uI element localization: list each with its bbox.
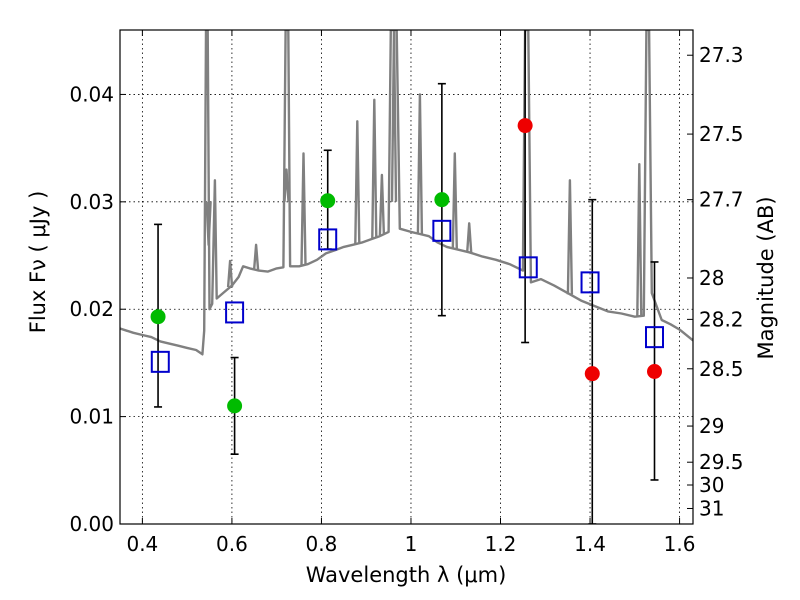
axis-layer: 0.4 0.6 0.8 1 1.2 1.4 1.6 0.00 0.01 0.02 0.03 0.04 2…: [69, 30, 744, 556]
marker-layer: [150, 118, 665, 414]
y-tick-label: 0.03: [69, 190, 114, 214]
red-point: [517, 118, 533, 134]
emission-line-spike: [371, 98, 378, 239]
y2-tick-label: 28.5: [699, 357, 744, 381]
y-tick-label: 0.02: [69, 297, 114, 321]
model-photometry-box: [318, 228, 338, 251]
spectrum-layer: [120, 30, 693, 356]
model-photometry-box: [580, 271, 600, 294]
y-tick-label: 0.01: [69, 405, 114, 429]
emission-line-spike: [283, 168, 290, 202]
y-tick-label: 0.00: [69, 512, 114, 536]
y2-tick-label: 29.5: [699, 450, 744, 474]
emission-line-spike: [466, 222, 473, 253]
red-point: [647, 364, 663, 380]
y-axis-label: Flux Fν ( μJy ): [26, 191, 50, 334]
grid-layer: [120, 30, 693, 524]
x-tick-label: 0.4: [126, 532, 158, 556]
model-spectrum-line: [120, 30, 693, 356]
emission-line-spike: [390, 30, 398, 202]
y2-tick-label: 28: [699, 266, 724, 290]
model-photometry-box: [225, 301, 245, 324]
model-photometry-box: [645, 326, 665, 349]
green-point: [150, 309, 166, 325]
green-point: [320, 193, 336, 209]
model-photometry-box: [432, 219, 452, 242]
emission-line-spike: [451, 152, 458, 249]
x-tick-label: 1.6: [664, 532, 696, 556]
y2-tick-label: 27.7: [699, 188, 744, 212]
emission-line-spike: [300, 152, 307, 266]
green-point: [227, 398, 243, 414]
x-tick-label: 1: [405, 532, 418, 556]
red-point: [584, 366, 600, 382]
y2-tick-label: 28.2: [699, 307, 744, 331]
model-photometry-box: [518, 256, 538, 279]
emission-line-spike: [252, 243, 260, 270]
y2-tick-label: 29: [699, 414, 724, 438]
x-axis-label: Wavelength λ (μm): [306, 563, 507, 587]
y2-tick-label: 27.3: [699, 43, 744, 67]
y2-tick-label: 30: [699, 473, 724, 497]
plot-frame: [119, 29, 694, 525]
x-tick-label: 1.2: [485, 532, 517, 556]
emission-line-spike: [378, 173, 386, 236]
y2-tick-label: 31: [699, 496, 724, 520]
y-tick-label: 0.04: [69, 82, 114, 106]
x-tick-label: 0.6: [216, 532, 248, 556]
x-tick-label: 1.4: [574, 532, 606, 556]
emission-line-spike: [205, 201, 212, 246]
emission-line-spike: [354, 120, 361, 244]
emission-line-spike: [416, 93, 424, 235]
emission-line-spike: [636, 163, 643, 317]
model-photometry-box: [150, 350, 170, 373]
green-point: [434, 192, 450, 208]
x-tick-label: 0.8: [306, 532, 338, 556]
y2-axis-label: Magnitude (AB): [754, 196, 778, 359]
y2-tick-label: 27.5: [699, 122, 744, 146]
emission-line-spike: [226, 259, 234, 288]
emission-line-spike: [566, 179, 574, 295]
